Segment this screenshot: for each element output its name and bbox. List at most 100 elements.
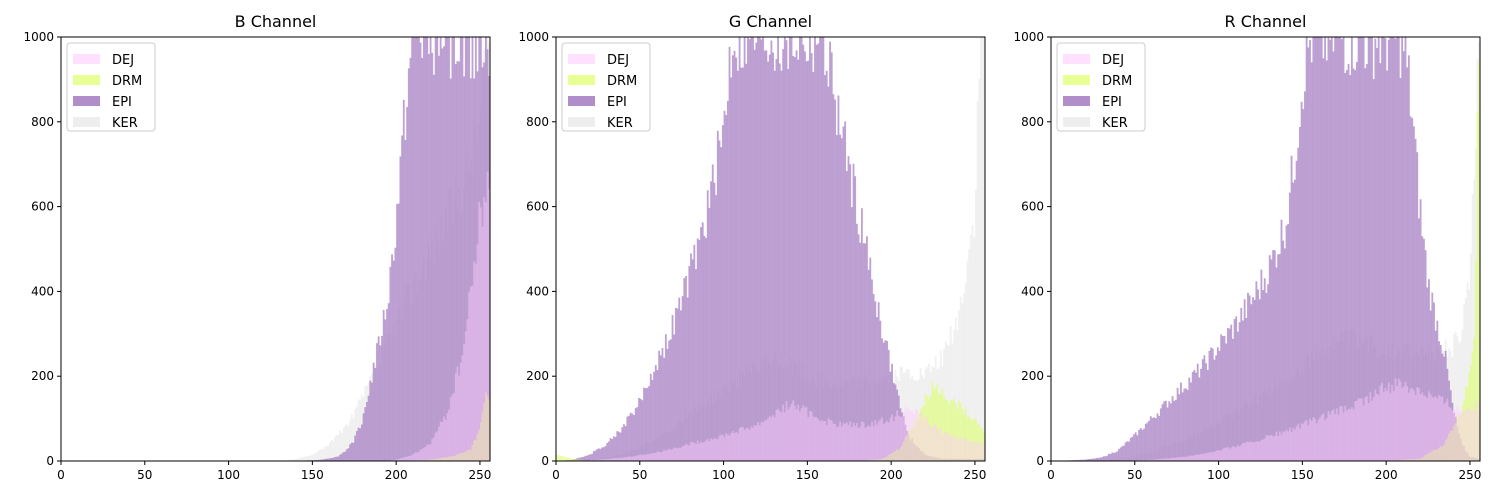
bar-drm — [936, 383, 939, 461]
bar-dej — [431, 438, 434, 461]
bar-ker — [309, 455, 311, 461]
bar-epi — [814, 37, 816, 461]
bar-dej — [1226, 446, 1229, 461]
bar-dej — [1169, 458, 1172, 461]
bar-epi — [1091, 458, 1094, 461]
bar-dej — [644, 454, 647, 461]
bar-dej — [1300, 423, 1303, 461]
bar-drm — [963, 414, 966, 461]
bar-dej — [914, 408, 917, 461]
legend-swatch-epi — [1063, 96, 1090, 106]
x-tick-label: 100 — [1207, 468, 1230, 482]
bar-dej — [899, 416, 902, 461]
bar-drm — [876, 459, 878, 461]
bar-epi — [800, 37, 803, 461]
bar-epi — [778, 63, 781, 461]
bar-dej — [1454, 409, 1457, 461]
bar-drm — [916, 419, 919, 461]
bar-epi — [1175, 399, 1177, 461]
bar-epi — [1238, 322, 1241, 461]
bar-dej — [1250, 441, 1253, 461]
bar-drm — [961, 408, 964, 461]
bar-epi — [864, 243, 867, 461]
bar-dej — [1257, 441, 1259, 461]
bar-dej — [628, 456, 630, 461]
bar-epi — [716, 130, 719, 461]
y-tick-label: 800 — [31, 115, 54, 129]
bar-drm — [1409, 459, 1412, 461]
bar-dej — [1211, 451, 1214, 461]
bar-dej — [1387, 382, 1390, 461]
bar-dej — [596, 459, 599, 461]
bar-dej — [931, 426, 934, 461]
bar-epi — [1169, 403, 1172, 461]
bar-epi — [728, 46, 731, 461]
bar-drm — [1416, 458, 1419, 461]
bar-epi — [1295, 160, 1298, 461]
bar-dej — [1444, 402, 1447, 461]
bar-dej — [618, 458, 620, 461]
bar-drm — [973, 418, 976, 461]
bar-dej — [1402, 386, 1405, 461]
bar-dej — [648, 454, 650, 461]
bar-dej — [946, 434, 949, 461]
y-tick-label: 600 — [526, 200, 549, 214]
bar-epi — [1118, 449, 1120, 461]
bar-epi — [872, 294, 875, 461]
bar-epi — [824, 75, 826, 461]
bar-drm — [1451, 430, 1454, 461]
bar-dej — [463, 343, 466, 461]
bar-dej — [1252, 442, 1254, 461]
bar-dej — [973, 441, 976, 461]
bar-drm — [1458, 415, 1461, 461]
bar-epi — [360, 424, 363, 461]
bar-epi — [599, 448, 602, 461]
bar-dej — [790, 403, 793, 461]
bar-dej — [787, 409, 790, 461]
legend-swatch-ker — [1063, 117, 1090, 127]
bar-dej — [887, 422, 890, 461]
bar-dej — [1347, 408, 1350, 461]
bar-epi — [1099, 457, 1102, 461]
bar-drm — [1438, 447, 1440, 461]
bar-epi — [589, 454, 592, 461]
bar-drm — [438, 458, 440, 461]
bar-dej — [1263, 438, 1266, 461]
bar-epi — [1429, 310, 1432, 461]
bar-dej — [936, 427, 939, 461]
bar-drm — [929, 395, 932, 461]
bar-dej — [458, 375, 460, 461]
bar-dej — [614, 458, 617, 461]
bar-epi — [886, 340, 888, 461]
bar-dej — [681, 446, 684, 461]
bar-dej — [867, 425, 870, 461]
bar-epi — [681, 296, 684, 461]
bar-dej — [948, 432, 950, 461]
bar-dej — [1287, 431, 1290, 461]
bar-epi — [1231, 338, 1234, 461]
legend-label-epi: EPI — [1102, 95, 1122, 110]
bar-drm — [446, 457, 449, 461]
bar-dej — [1302, 423, 1305, 461]
bar-dej — [1339, 406, 1342, 461]
bar-dej — [886, 420, 888, 461]
bar-epi — [1352, 68, 1355, 461]
bar-epi — [449, 78, 452, 461]
bar-epi — [1347, 63, 1350, 461]
bar-epi — [1376, 48, 1378, 461]
bar-epi — [1242, 320, 1244, 461]
bar-epi — [736, 70, 739, 461]
bar-dej — [696, 440, 699, 461]
bar-dej — [1310, 420, 1313, 461]
bar-drm — [1454, 423, 1457, 461]
bar-drm — [956, 408, 959, 461]
bar-epi — [1233, 319, 1236, 461]
bar-epi — [1116, 451, 1119, 461]
bar-dej — [1478, 402, 1480, 461]
bar-drm — [1464, 386, 1467, 461]
series-epi — [556, 37, 985, 461]
bar-dej — [859, 426, 862, 461]
bar-dej — [1190, 455, 1192, 461]
bar-dej — [726, 434, 729, 461]
bar-drm — [928, 398, 930, 461]
